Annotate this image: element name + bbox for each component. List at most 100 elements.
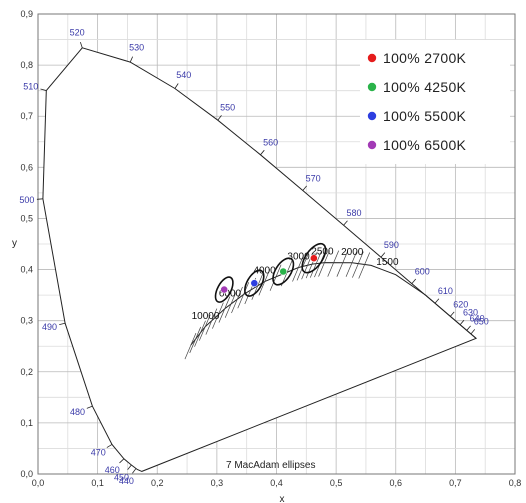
x-tick-label: 0,0 <box>32 478 45 488</box>
wavelength-tick <box>302 185 307 191</box>
y-tick-label: 0,9 <box>20 9 33 19</box>
y-tick-label: 0,5 <box>20 213 33 223</box>
cct-label: 4000 <box>253 265 276 276</box>
wavelength-tick <box>40 88 47 91</box>
wavelength-tick <box>434 298 440 304</box>
x-tick-label: 0,4 <box>270 478 283 488</box>
legend-label: 100% 2700K <box>383 50 467 66</box>
isotherm-line <box>231 286 243 314</box>
isotherm-line <box>218 296 231 323</box>
wavelength-tick <box>79 42 83 48</box>
macadam-ellipse <box>214 276 234 303</box>
wavelength-label: 530 <box>129 42 144 52</box>
macadam-ellipse <box>244 269 265 297</box>
wavelength-tick <box>470 329 476 335</box>
isotherm-line <box>184 332 197 360</box>
macadam-annotation: 7 MacAdam ellipses <box>226 460 315 471</box>
y-tick-label: 0,3 <box>20 316 33 326</box>
wavelength-tick <box>260 149 265 156</box>
isotherm-line <box>224 291 237 318</box>
x-tick-label: 0,2 <box>151 478 164 488</box>
wavelength-tick <box>459 319 465 326</box>
wavelength-label: 460 <box>105 465 120 475</box>
wavelength-label: 610 <box>438 286 453 296</box>
legend-label: 100% 6500K <box>383 137 467 153</box>
isotherm-line <box>318 250 330 277</box>
plot-frame <box>37 13 516 475</box>
data-point <box>250 279 259 288</box>
macadam-ellipses-group <box>214 242 327 303</box>
tick-labels-group: 0,0 0,1 0,2 0,3 0,4 0,5 0,6 0,7 0,8 0,0 0,1 0,2 0,3 0… <box>20 9 521 488</box>
wavelength-label: 580 <box>346 208 361 218</box>
wavelength-label: 500 <box>19 195 34 205</box>
macadam-ellipse <box>272 257 295 286</box>
wavelength-tick <box>132 468 137 474</box>
wavelength-tick <box>217 115 222 121</box>
y-tick-label: 0,8 <box>20 60 33 70</box>
legend-box <box>360 40 510 164</box>
wavelength-tick <box>343 220 348 226</box>
wavelength-label: 570 <box>306 173 321 183</box>
isotherm-line <box>336 250 349 277</box>
legend-marker <box>367 82 377 92</box>
isotherm-line <box>212 302 224 329</box>
wavelength-tick <box>380 252 386 258</box>
wavelength-tick <box>106 444 113 448</box>
legend-label: 100% 4250K <box>383 79 467 95</box>
wavelength-tick <box>174 83 179 89</box>
x-tick-label: 0,5 <box>330 478 343 488</box>
wavelength-label: 590 <box>384 240 399 250</box>
wavelength-tick <box>86 405 93 409</box>
cct-label: 1500 <box>376 257 399 268</box>
isotherm-line <box>198 314 211 341</box>
cct-label: 10000 <box>192 311 220 322</box>
wavelength-label: 600 <box>415 266 430 276</box>
wavelength-tick <box>466 325 471 331</box>
wavelength-tick <box>119 458 125 464</box>
x-tick-label: 0,3 <box>211 478 224 488</box>
macadam-ellipse <box>301 242 327 274</box>
cct-label: 3000 <box>287 252 310 263</box>
isotherm-line <box>269 264 282 291</box>
x-tick-label: 0,1 <box>91 478 104 488</box>
data-point <box>279 267 288 276</box>
wavelength-tick <box>411 278 417 284</box>
wavelength-label: 620 <box>453 299 468 309</box>
legend: 100% 2700K 100% 4250K 100% 5500K 100% 6500K <box>360 40 510 164</box>
x-tick-label: 0,8 <box>509 478 522 488</box>
isotherm-line <box>345 250 358 277</box>
isotherm-line <box>292 255 304 282</box>
isotherm-line <box>309 251 322 278</box>
legend-marker <box>367 140 377 150</box>
data-point <box>309 254 318 263</box>
isotherm-line <box>189 326 202 354</box>
wavelength-label: 440 <box>119 476 134 486</box>
isotherm-line <box>205 308 218 335</box>
wavelength-tick <box>450 311 455 317</box>
data-point <box>220 285 229 294</box>
y-tick-label: 0,4 <box>20 265 33 275</box>
y-axis-title: y <box>12 238 17 249</box>
y-tick-label: 0,0 <box>20 469 33 479</box>
cct-label: 2000 <box>341 247 364 258</box>
wavelength-label: 480 <box>70 407 85 417</box>
y-tick-label: 0,7 <box>20 111 33 121</box>
x-axis-title: x <box>280 494 285 503</box>
wavelength-label: 560 <box>263 137 278 147</box>
wavelength-label: 490 <box>42 322 57 332</box>
wavelength-label: 540 <box>176 70 191 80</box>
isotherm-line <box>352 251 364 278</box>
wavelength-label: 650 <box>474 317 489 327</box>
wavelength-tick <box>129 56 134 63</box>
y-tick-label: 0,1 <box>20 418 33 428</box>
x-tick-label: 0,6 <box>389 478 402 488</box>
isotherm-line <box>237 282 250 309</box>
wavelength-label: 640 <box>470 313 485 323</box>
wavelength-label: 520 <box>70 28 85 38</box>
wavelength-label: 510 <box>23 82 38 92</box>
y-tick-label: 0,6 <box>20 162 33 172</box>
wavelength-label: 550 <box>220 103 235 113</box>
isotherm-line <box>358 252 371 279</box>
